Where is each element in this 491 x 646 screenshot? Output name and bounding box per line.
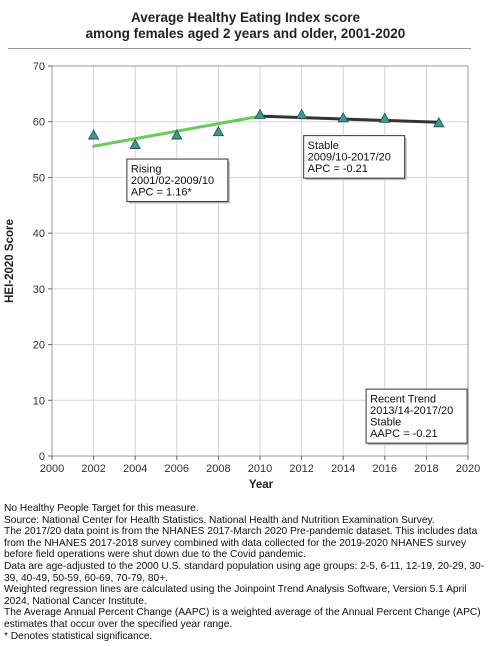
footnote-4: Data are age-adjusted to the 2000 U.S. s… [4, 560, 485, 584]
x-axis-label: Year [249, 479, 274, 491]
data-point-3 [171, 129, 183, 140]
title-divider [8, 48, 471, 49]
annotation-text: 2009/10-2017/20 [308, 152, 391, 164]
footnote-5: Weighted regression lines are calculated… [4, 584, 467, 607]
y-tick-label: 10 [33, 395, 45, 407]
annotation-text: 2013/14-2017/20 [370, 405, 453, 417]
y-tick-label: 30 [33, 284, 45, 296]
data-point-4 [212, 125, 225, 137]
x-tick-label: 2004 [123, 463, 147, 475]
footnote-3: The 2017/20 data point is from the NHANE… [4, 526, 478, 561]
chart-title-line-1: Average Healthy Eating Index score [130, 10, 361, 25]
y-tick-label: 40 [33, 228, 45, 240]
annotation-text: APC = -0.21 [308, 163, 368, 175]
annotation-text: Stable [308, 140, 339, 152]
hei-line-chart: 2000 2002 2004 2006 2008 2010 2012 2014 2016 2018… [4, 61, 480, 491]
y-tick-label: 50 [33, 172, 45, 184]
y-tick-label: 70 [33, 61, 45, 73]
data-point-9 [433, 117, 445, 128]
x-tick-label: 2020 [456, 463, 480, 475]
data-point-1 [87, 129, 100, 140]
data-point-2 [129, 138, 141, 149]
y-axis-label: HEI-2020 Score [4, 219, 16, 303]
annotation-text: AAPC = -0.21 [370, 428, 438, 440]
data-point-8 [379, 112, 391, 123]
annotation-text: 2001/02-2009/10 [131, 175, 214, 187]
footnote-7: * Denotes statistical significance. [4, 630, 153, 642]
footnotes: No Healthy People Target for this measur… [4, 503, 488, 642]
axes: 2000 2002 2004 2006 2008 2010 2012 2014 2016 2018… [33, 61, 480, 475]
y-tick-label: 20 [33, 340, 45, 352]
chart-title-line-2: among females aged 2 years and older, 20… [85, 26, 406, 41]
annotation-frame [303, 135, 406, 179]
annotation-text: APC = 1.16* [131, 187, 193, 199]
x-tick-label: 2006 [165, 463, 189, 475]
data-point-6 [295, 108, 308, 119]
x-tick-label: 2010 [248, 463, 272, 475]
trend-line-2 [258, 114, 441, 124]
x-tick-label: 2008 [206, 463, 230, 475]
footnote-1: No Healthy People Target for this measur… [4, 503, 199, 514]
annotation-frame [365, 388, 468, 444]
y-tick-label: 0 [39, 451, 45, 463]
annotation-frame [126, 158, 229, 203]
data-point-5 [254, 108, 266, 119]
y-tick-label: 60 [33, 117, 45, 129]
footnote-2: Source: National Center for Health Stati… [4, 514, 435, 526]
data-point-7 [337, 111, 349, 123]
footnote-6: The Average Annual Percent Change (AAPC)… [4, 607, 481, 630]
annotation-text: Rising [131, 164, 162, 176]
x-tick-label: 2000 [40, 463, 64, 475]
x-tick-label: 2002 [81, 463, 105, 475]
x-tick-label: 2018 [414, 463, 438, 475]
chart-title: Average Healthy Eating Index score among… [0, 10, 491, 42]
x-tick-label: 2012 [289, 463, 313, 475]
annotation-text: Stable [370, 417, 401, 429]
annotation-text: Recent Trend [370, 394, 436, 406]
x-tick-label: 2014 [331, 463, 355, 475]
data-points [87, 108, 445, 149]
x-tick-label: 2016 [373, 463, 397, 475]
